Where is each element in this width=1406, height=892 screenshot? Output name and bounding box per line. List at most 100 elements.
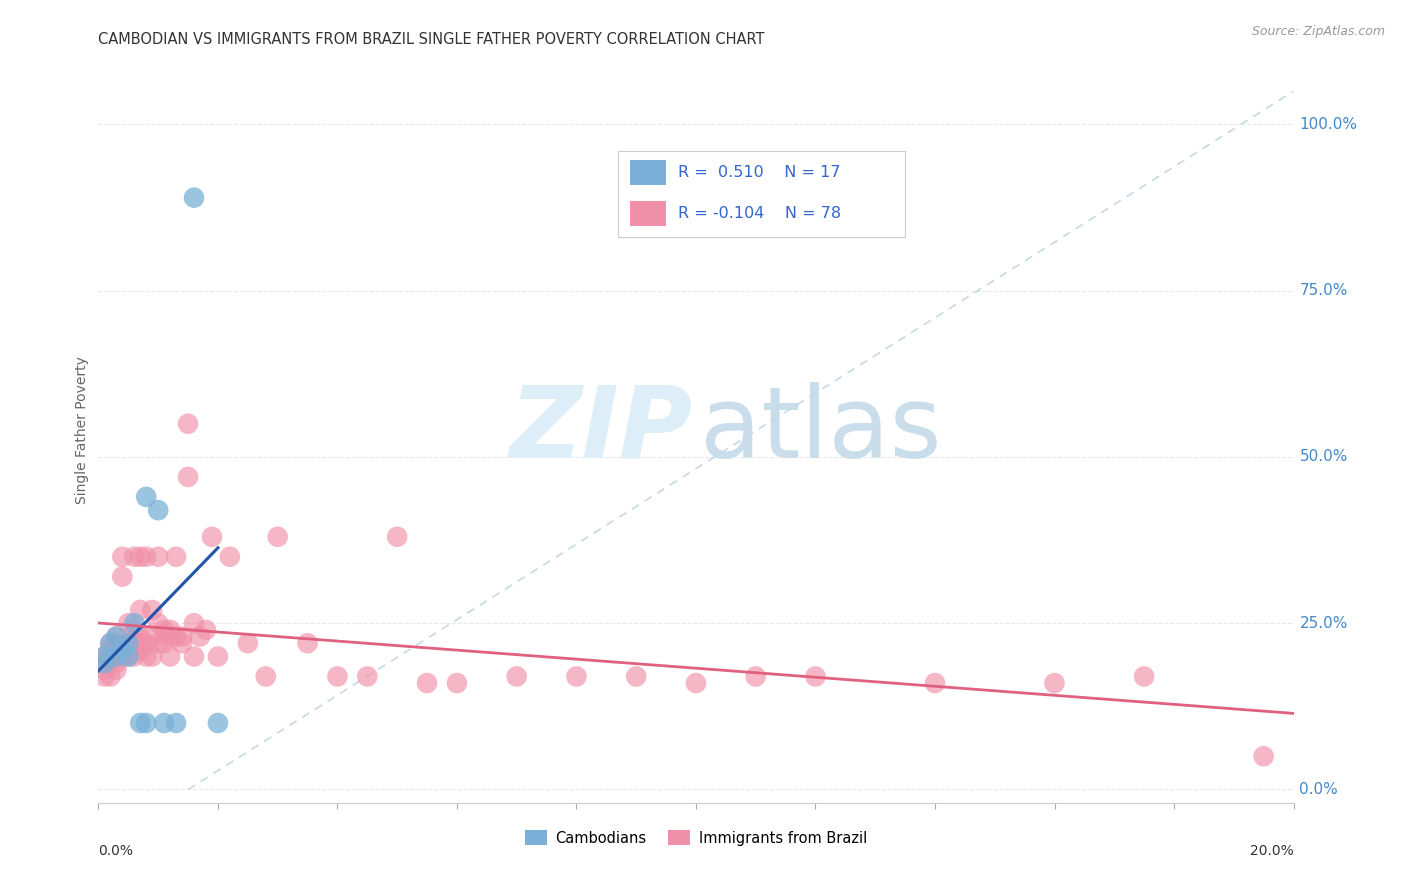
Point: [506, 669, 529, 683]
Point: [267, 530, 290, 544]
Point: [207, 649, 229, 664]
Point: [124, 623, 146, 637]
Point: [117, 636, 139, 650]
Point: [356, 669, 378, 683]
Point: [105, 649, 128, 664]
Point: [685, 676, 707, 690]
Point: [177, 470, 200, 484]
Point: [135, 649, 157, 664]
Text: 0.0%: 0.0%: [1299, 782, 1339, 797]
Text: 25.0%: 25.0%: [1299, 615, 1348, 631]
Point: [129, 636, 152, 650]
Point: [105, 630, 128, 644]
Point: [254, 669, 277, 683]
Point: [1043, 676, 1066, 690]
Point: [153, 716, 176, 731]
Point: [326, 669, 349, 683]
Y-axis label: Single Father Poverty: Single Father Poverty: [76, 357, 90, 504]
Point: [93, 649, 115, 664]
Point: [153, 623, 176, 637]
Point: [141, 649, 163, 664]
Text: ZIP: ZIP: [509, 382, 692, 479]
Point: [111, 549, 134, 564]
Point: [626, 669, 648, 683]
Point: [93, 649, 115, 664]
FancyBboxPatch shape: [630, 201, 666, 227]
Point: [111, 649, 134, 664]
Point: [98, 656, 122, 670]
Point: [141, 603, 163, 617]
Point: [129, 643, 152, 657]
Point: [124, 549, 146, 564]
Point: [159, 649, 181, 664]
Point: [416, 676, 439, 690]
Point: [129, 716, 152, 731]
Point: [93, 656, 115, 670]
Point: [159, 630, 181, 644]
FancyBboxPatch shape: [630, 160, 666, 186]
Point: [98, 636, 122, 650]
Point: [236, 636, 259, 650]
Text: atlas: atlas: [700, 382, 941, 479]
Text: R = -0.104    N = 78: R = -0.104 N = 78: [678, 206, 841, 221]
Point: [117, 616, 139, 631]
Point: [93, 663, 115, 677]
Point: [117, 643, 139, 657]
Point: [165, 630, 187, 644]
Point: [98, 649, 122, 664]
Point: [141, 630, 163, 644]
Point: [105, 630, 128, 644]
Point: [93, 656, 115, 670]
Text: R =  0.510    N = 17: R = 0.510 N = 17: [678, 165, 841, 180]
Point: [117, 636, 139, 650]
Point: [297, 636, 319, 650]
Point: [446, 676, 468, 690]
Point: [129, 549, 152, 564]
Point: [135, 636, 157, 650]
Point: [195, 623, 218, 637]
Point: [98, 643, 122, 657]
Point: [188, 630, 211, 644]
Text: 100.0%: 100.0%: [1299, 117, 1358, 132]
Point: [172, 636, 194, 650]
Point: [148, 503, 170, 517]
Point: [148, 616, 170, 631]
Point: [159, 623, 181, 637]
Point: [105, 663, 128, 677]
Text: 20.0%: 20.0%: [1250, 844, 1294, 858]
Point: [148, 636, 170, 650]
Point: [111, 643, 134, 657]
Point: [129, 630, 152, 644]
Point: [135, 716, 157, 731]
Point: [1253, 749, 1275, 764]
Point: [135, 549, 157, 564]
Point: [745, 669, 768, 683]
Text: 75.0%: 75.0%: [1299, 284, 1348, 298]
Legend: Cambodians, Immigrants from Brazil: Cambodians, Immigrants from Brazil: [519, 824, 873, 851]
Point: [129, 603, 152, 617]
Point: [105, 636, 128, 650]
Point: [98, 636, 122, 650]
Point: [117, 649, 139, 664]
Point: [148, 549, 170, 564]
Point: [1133, 669, 1156, 683]
Point: [105, 649, 128, 664]
Point: [111, 643, 134, 657]
Point: [219, 549, 242, 564]
Point: [183, 191, 205, 205]
Point: [165, 549, 187, 564]
Point: [183, 616, 205, 631]
Point: [93, 669, 115, 683]
Text: 0.0%: 0.0%: [98, 844, 134, 858]
Point: [924, 676, 946, 690]
Point: [565, 669, 588, 683]
Point: [153, 636, 176, 650]
Point: [165, 716, 187, 731]
Point: [124, 616, 146, 631]
Point: [804, 669, 827, 683]
FancyBboxPatch shape: [619, 151, 905, 236]
Point: [117, 649, 139, 664]
Text: Source: ZipAtlas.com: Source: ZipAtlas.com: [1251, 25, 1385, 38]
Point: [385, 530, 409, 544]
Point: [177, 417, 200, 431]
